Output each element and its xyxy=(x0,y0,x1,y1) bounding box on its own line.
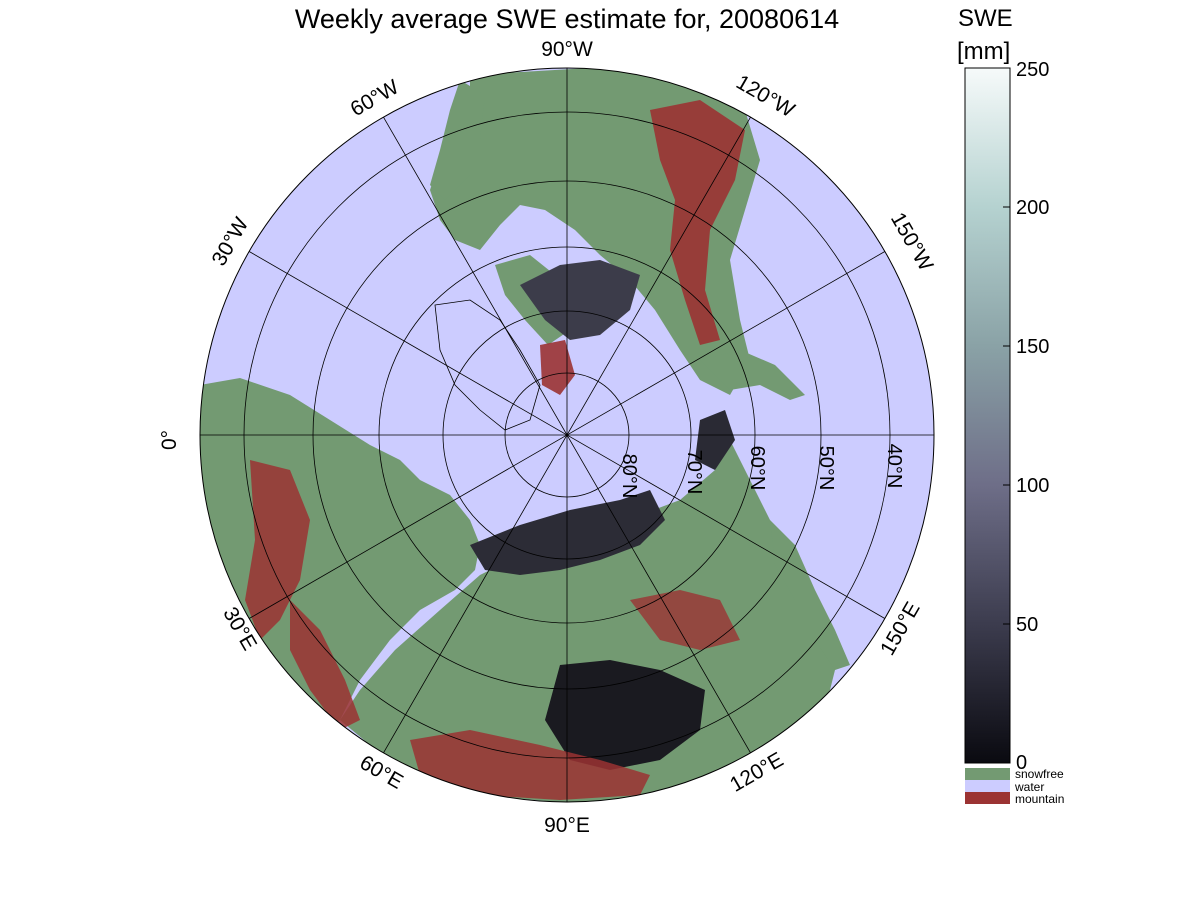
graticule xyxy=(199,67,935,803)
snow-cover-siberia xyxy=(470,490,665,575)
lon-label-0: 0° xyxy=(158,430,181,450)
lon-label-90e: 90°E xyxy=(544,814,590,837)
greenland-ice xyxy=(434,299,541,431)
mountain-east-siberia xyxy=(630,590,740,650)
colorbar-title-line2: [mm] xyxy=(957,38,1011,65)
colorbar-tick-0: 0 xyxy=(1016,752,1028,774)
colorbar-tick-200: 200 xyxy=(1016,197,1050,219)
landmass-east-asia-coast xyxy=(770,520,850,670)
legend-label-mountain: mountain xyxy=(1015,792,1065,806)
colorbar-tick-150: 150 xyxy=(1016,336,1050,358)
legend-label-snowfree: snowfree xyxy=(1015,767,1064,781)
legend-swatch-mountain xyxy=(965,792,1010,804)
colorbar-tick-50: 50 xyxy=(1016,614,1039,636)
colorbar-tick-100: 100 xyxy=(1016,475,1050,497)
legend-swatch-water xyxy=(965,780,1010,792)
mountain-alps-caucasus xyxy=(290,600,360,730)
snow-cover-greenland xyxy=(695,410,735,470)
mountain-scandinavia xyxy=(245,460,310,640)
colorbar-title-line1: SWE xyxy=(958,5,1013,32)
colorbar-gradient xyxy=(964,67,1011,764)
mountain-rockies xyxy=(650,100,745,345)
lon-label-150w: 150°W xyxy=(886,209,938,275)
mountain-arctic-islands xyxy=(540,340,575,395)
lat-label-70n: 70°N xyxy=(683,450,705,495)
colorbar-ticks xyxy=(1003,67,1010,764)
lat-label-60n: 60°N xyxy=(746,446,768,491)
meridian-150w-30e xyxy=(248,251,886,619)
snow-cover-arctic-canada xyxy=(520,260,640,340)
legend-label-water: water xyxy=(1015,780,1045,794)
colorbar-tick-250: 250 xyxy=(1016,59,1050,81)
lat-label-40n: 40°N xyxy=(883,444,905,489)
lat-label-50n: 50°N xyxy=(815,446,837,491)
mountain-himalaya xyxy=(410,730,650,800)
landmass-alaska xyxy=(700,350,805,400)
legend-swatch-snowfree xyxy=(965,768,1010,780)
lon-label-90w: 90°W xyxy=(541,38,593,61)
landmass-greenland-coast xyxy=(430,80,485,200)
map-title: Weekly average SWE estimate for, 2008061… xyxy=(294,4,840,34)
lat-label-80n: 80°N xyxy=(618,454,640,499)
